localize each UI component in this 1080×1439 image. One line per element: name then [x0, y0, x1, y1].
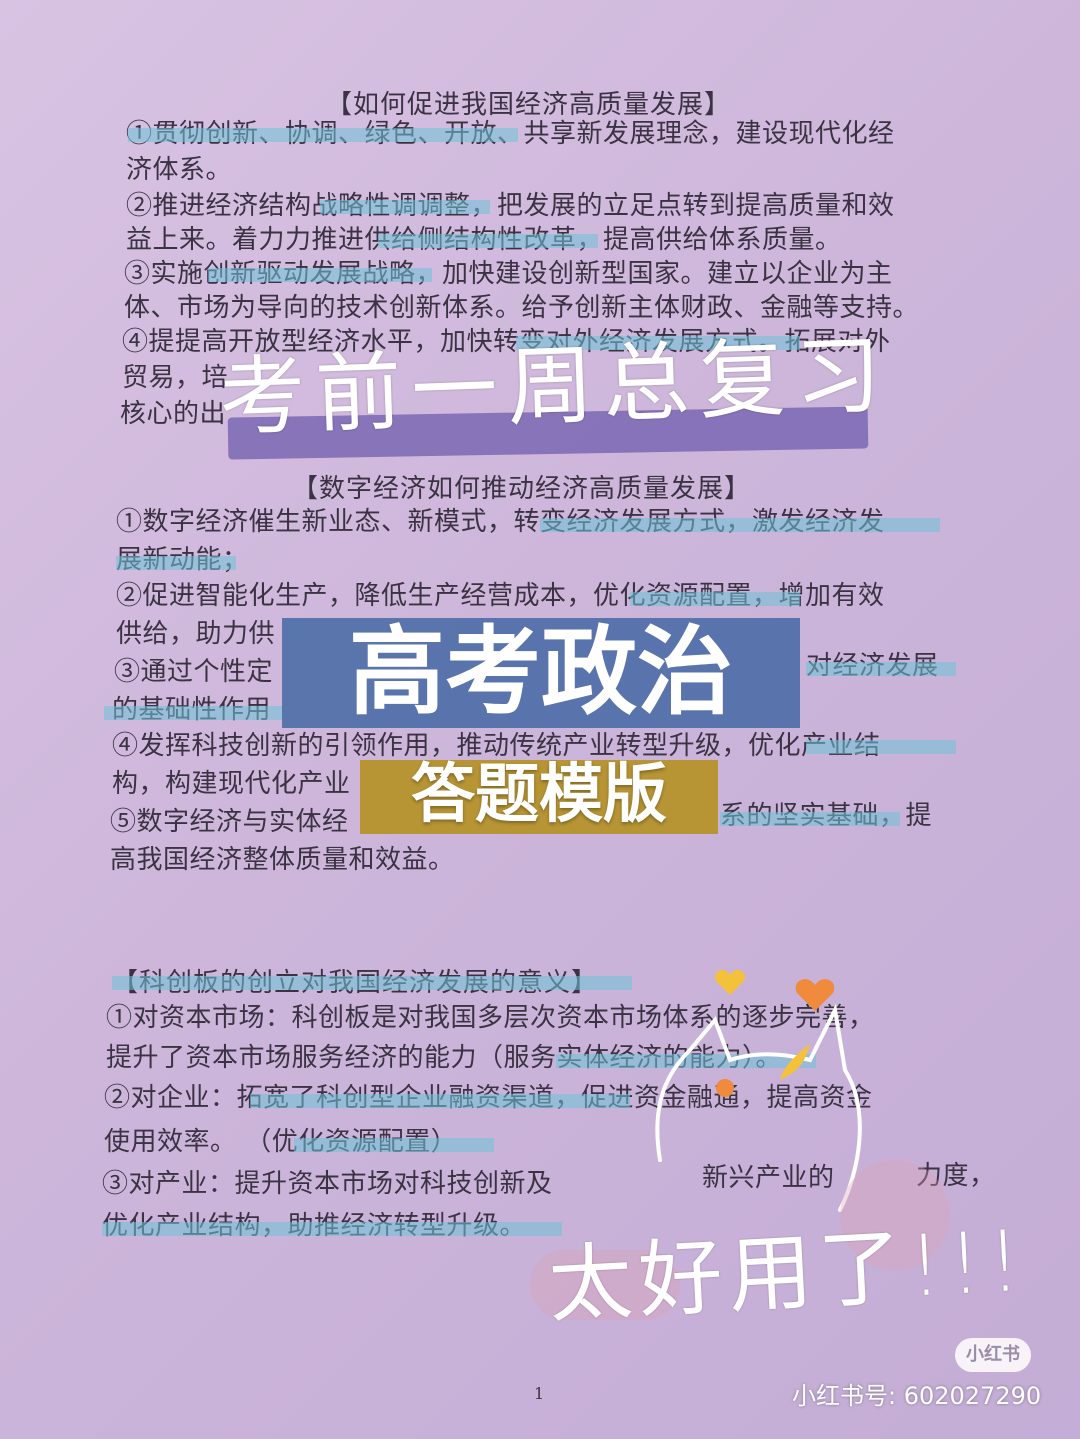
highlight-mark [806, 662, 956, 676]
highlight-mark [116, 556, 236, 570]
highlight-mark [540, 518, 940, 532]
section2-line: ⑤数字经济与实体经 [110, 807, 349, 837]
main-title: 高考政治 [349, 616, 733, 728]
highlight-mark [112, 976, 632, 990]
section1-line: ②推进经济结构战略性调调整，把发展的立足点转到提高质量和效 [126, 191, 895, 221]
highlight-mark [720, 812, 900, 826]
highlight-mark [250, 1094, 630, 1108]
highlight-mark [630, 592, 800, 606]
highlight-mark [208, 268, 432, 282]
section2-line: 高我国经济整体质量和效益。 [110, 845, 455, 875]
section1-line: 贸易，培 [122, 363, 229, 393]
sub-title-background [360, 760, 718, 834]
section1-line: 核心的出 [120, 399, 227, 429]
page-number: 1 [534, 1384, 545, 1403]
cat-doodle-icon [655, 969, 862, 1212]
highlight-mark [516, 336, 800, 350]
section2-line: ④发挥科技创新的引领作用，推动传统产业转型升级，优化产业结 [112, 731, 881, 761]
xiaohongshu-logo: 小红书 [955, 1338, 1031, 1372]
section2-line: ③通过个性定 [114, 657, 274, 687]
highlight-mark [556, 1054, 816, 1068]
section3-line: ①对资本市场：科创板是对我国多层次资本市场体系的逐步完善， [106, 1003, 875, 1033]
section1-heading: 【如何促进我国经济高质量发展】 [326, 90, 732, 120]
highlight-mark [320, 200, 490, 214]
user-id-watermark: 小红书号: 602027290 [792, 1382, 1042, 1410]
highlight-mark [104, 706, 284, 720]
highlight-mark [806, 740, 956, 754]
pink-blob [840, 1160, 950, 1270]
handwritten-caption: 太好用了!!! [546, 1211, 1030, 1335]
section2-line: 构，构建现代化产业 [112, 769, 351, 799]
section2-line: 供给，助力供 [116, 619, 276, 649]
section3-line: ③对产业：提升资本市场对科技创新及 [102, 1169, 553, 1199]
section1-line: 济体系。 [126, 155, 233, 185]
pink-blob [530, 1250, 680, 1320]
handwritten-title: 考前一周总复习 [217, 325, 893, 449]
main-title-background [282, 618, 800, 728]
sub-title: 答题模版 [411, 758, 667, 832]
section1-line: 体、市场为导向的技术创新体系。给予创新主体财政、金融等支持。 [124, 293, 920, 323]
highlight-mark [102, 1222, 562, 1236]
section2-heading: 【数字经济如何推动经济高质量发展】 [292, 474, 752, 504]
section3-line: 力度， [916, 1161, 996, 1191]
highlight-mark [294, 1138, 494, 1152]
highlight-mark [378, 234, 598, 248]
highlight-mark [128, 128, 518, 142]
section3-line: 新兴产业的 [702, 1163, 835, 1193]
